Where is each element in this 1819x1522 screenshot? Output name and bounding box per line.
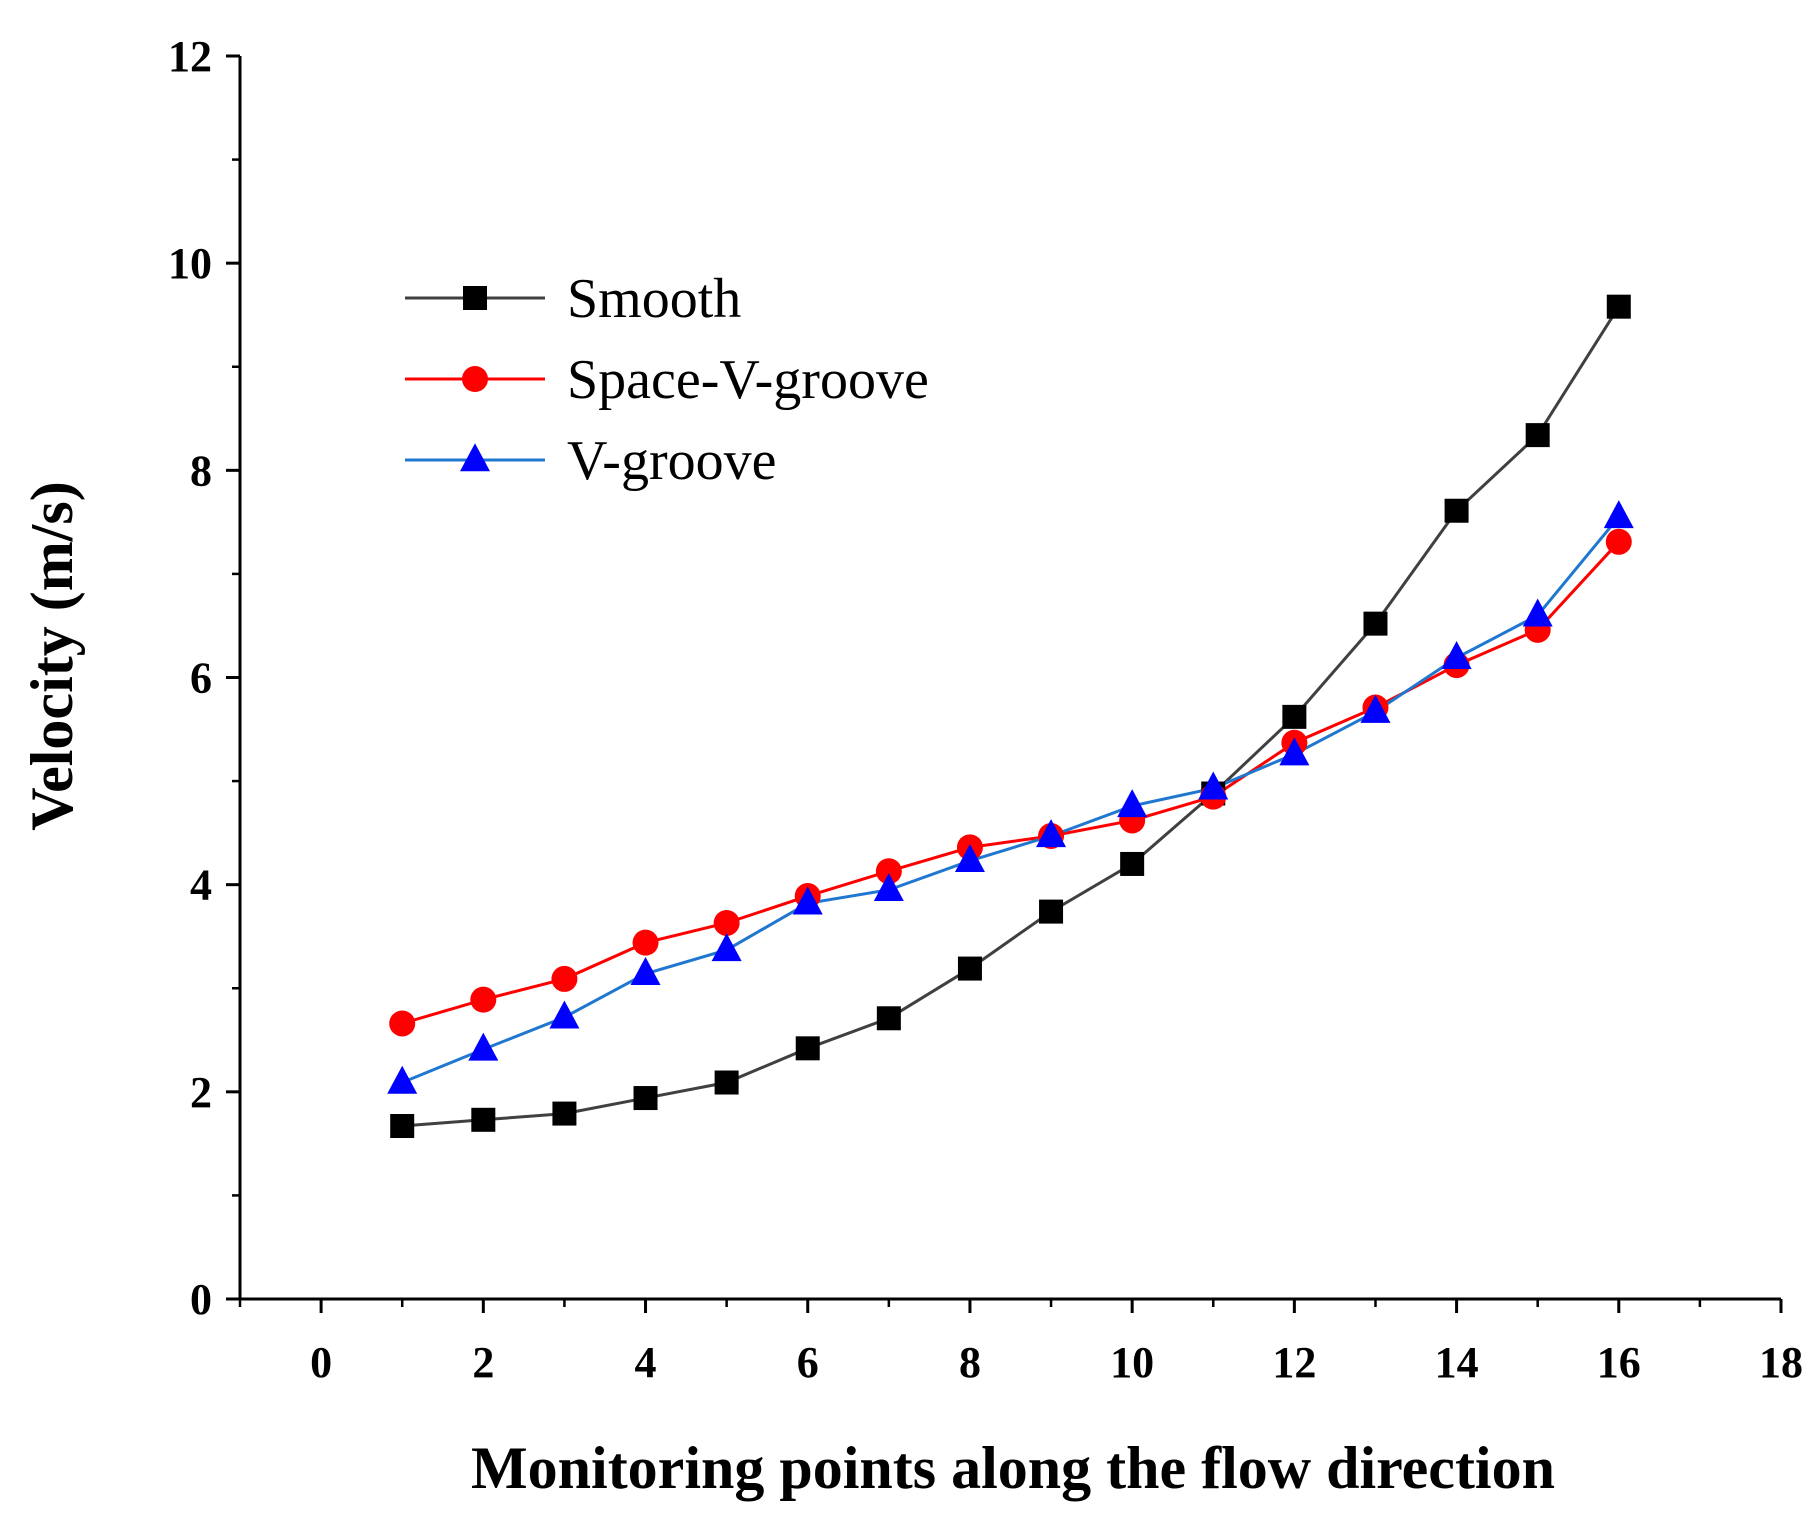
legend-label-space-v-groove: Space-V-groove bbox=[567, 349, 929, 411]
data-point-v-groove bbox=[387, 1065, 418, 1094]
data-point-smooth bbox=[1039, 899, 1064, 924]
data-point-v-groove bbox=[873, 873, 904, 902]
data-point-smooth bbox=[1120, 851, 1145, 876]
series-line-smooth bbox=[402, 305, 1621, 1128]
data-point-smooth bbox=[1444, 498, 1469, 523]
x-tick-label: 4 bbox=[635, 1338, 657, 1387]
data-point-v-groove bbox=[1117, 789, 1148, 818]
data-point-smooth bbox=[876, 1006, 901, 1031]
legend: Smooth Space-V-groove V-groove bbox=[405, 268, 929, 492]
data-point-v-groove bbox=[1279, 737, 1310, 766]
axes bbox=[238, 56, 1781, 1301]
legend-marker-v-groove bbox=[460, 443, 490, 472]
data-point-space-v-groove bbox=[713, 909, 740, 936]
data-point-space-v-groove bbox=[1605, 528, 1632, 555]
data-point-v-groove bbox=[549, 1000, 580, 1029]
series-line-v-groove bbox=[401, 515, 1620, 1084]
y-tick-label: 12 bbox=[168, 32, 212, 81]
legend-marker-space-v-groove bbox=[462, 366, 488, 392]
data-point-space-v-groove bbox=[389, 1010, 416, 1037]
data-point-smooth bbox=[552, 1101, 577, 1126]
data-point-smooth bbox=[390, 1114, 415, 1139]
data-point-smooth bbox=[1282, 704, 1307, 729]
data-point-v-groove bbox=[630, 956, 661, 985]
data-point-smooth bbox=[957, 956, 982, 981]
data-point-space-v-groove bbox=[551, 965, 578, 992]
legend-marker-smooth bbox=[463, 286, 487, 310]
series-lines bbox=[401, 305, 1621, 1128]
data-point-smooth bbox=[714, 1070, 739, 1095]
data-point-v-groove bbox=[792, 886, 823, 915]
x-tick-label: 6 bbox=[797, 1338, 819, 1387]
data-point-space-v-groove bbox=[470, 986, 497, 1013]
y-tick-label: 4 bbox=[190, 861, 212, 910]
legend-label-v-groove: V-groove bbox=[567, 430, 776, 492]
data-point-space-v-groove bbox=[875, 858, 902, 885]
data-point-v-groove bbox=[1441, 641, 1472, 670]
y-axis-title: Velocity (m/s) bbox=[19, 481, 85, 830]
x-tick-label: 16 bbox=[1597, 1338, 1641, 1387]
legend-label-smooth: Smooth bbox=[567, 268, 741, 330]
y-tick-label: 8 bbox=[190, 446, 212, 495]
x-tick-label: 12 bbox=[1272, 1338, 1316, 1387]
data-point-smooth bbox=[1606, 294, 1631, 319]
series-markers bbox=[387, 294, 1634, 1139]
data-point-smooth bbox=[1525, 423, 1550, 448]
data-point-v-groove bbox=[1036, 819, 1067, 848]
x-tick-label: 10 bbox=[1110, 1338, 1154, 1387]
data-point-space-v-groove bbox=[632, 929, 659, 956]
y-tick-label: 6 bbox=[190, 654, 212, 703]
x-tick-label: 14 bbox=[1435, 1338, 1479, 1387]
data-point-v-groove bbox=[1522, 598, 1553, 627]
y-tick-label: 10 bbox=[168, 239, 212, 288]
y-tick-label: 0 bbox=[190, 1275, 212, 1324]
data-point-smooth bbox=[795, 1036, 820, 1061]
data-point-v-groove bbox=[1198, 771, 1229, 800]
x-tick-label: 2 bbox=[472, 1338, 494, 1387]
y-tick-label: 2 bbox=[190, 1068, 212, 1117]
x-axis-title: Monitoring points along the flow directi… bbox=[471, 1435, 1555, 1501]
series-line-space-v-groove bbox=[401, 540, 1620, 1025]
ticks: 0 2 4 6 8 10 12 14 16 18 0 2 4 6 8 10 12 bbox=[168, 32, 1803, 1387]
data-point-smooth bbox=[1363, 611, 1388, 636]
data-point-v-groove bbox=[711, 933, 742, 962]
data-point-v-groove bbox=[954, 844, 985, 873]
data-point-smooth bbox=[471, 1107, 496, 1132]
x-tick-label: 0 bbox=[310, 1338, 332, 1387]
x-tick-label: 18 bbox=[1759, 1338, 1803, 1387]
data-point-v-groove bbox=[468, 1032, 499, 1061]
x-tick-label: 8 bbox=[959, 1338, 981, 1387]
data-point-smooth bbox=[633, 1086, 658, 1111]
data-point-v-groove bbox=[1603, 500, 1634, 529]
data-point-v-groove bbox=[1360, 694, 1391, 723]
